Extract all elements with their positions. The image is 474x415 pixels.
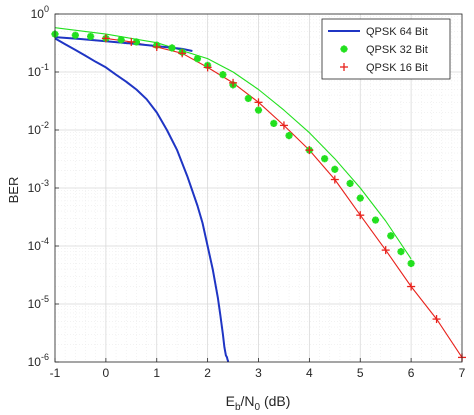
asterisk-stroke — [87, 33, 94, 40]
series-point-plus — [127, 37, 136, 46]
asterisk-stroke — [372, 216, 379, 224]
series-point-asterisk — [285, 132, 293, 140]
x-tick-label: 1 — [153, 366, 160, 380]
series-point-plus — [340, 63, 348, 71]
series-layer — [51, 27, 466, 362]
series-point-asterisk — [219, 71, 227, 79]
asterisk-stroke — [356, 194, 364, 202]
y-axis-label: BER — [6, 177, 21, 204]
asterisk-stroke — [340, 45, 348, 53]
series-point-asterisk — [321, 155, 329, 163]
x-tick-label: 2 — [204, 366, 211, 380]
x-axis-label: Eb/N0 (dB) — [226, 393, 291, 413]
asterisk-stroke — [194, 55, 201, 62]
series-point-plus — [330, 175, 339, 184]
y-tick-label: 10-3 — [28, 178, 49, 195]
series-point-asterisk — [346, 179, 354, 188]
y-tick-label: 10-2 — [28, 120, 49, 137]
asterisk-stroke — [168, 44, 176, 52]
series-point-asterisk — [244, 94, 252, 103]
asterisk-stroke — [331, 166, 339, 173]
series-point-asterisk — [117, 36, 125, 44]
asterisk-stroke — [270, 120, 278, 127]
series-point-plus — [229, 78, 238, 87]
x-axis-label-sub-b: b — [235, 402, 241, 413]
x-axis-label-e: E — [226, 393, 235, 409]
asterisk-stroke — [387, 232, 395, 240]
x-tick-label: -1 — [50, 366, 61, 380]
series-line-4 — [54, 27, 412, 260]
x-tick-label: 7 — [459, 366, 466, 380]
series-point-asterisk — [168, 44, 176, 52]
asterisk-stroke — [321, 155, 328, 162]
series-point-plus — [432, 315, 441, 324]
series-point-asterisk — [397, 248, 405, 256]
series-point-asterisk — [87, 32, 95, 41]
legend-label: QPSK 64 Bit — [366, 26, 428, 38]
x-axis-ticks: -1 0 1 2 3 4 5 6 7 — [50, 358, 466, 380]
legend-label: QPSK 16 Bit — [366, 62, 428, 74]
series-point-asterisk — [193, 55, 202, 63]
series-point-asterisk — [387, 232, 395, 240]
asterisk-stroke — [117, 36, 125, 44]
x-tick-label: 5 — [357, 366, 364, 380]
y-tick-label: 10-4 — [28, 236, 49, 253]
y-axis-ticks: 10-6 10-5 10-4 10-3 10-2 10-1 100 — [28, 4, 59, 369]
asterisk-stroke — [245, 95, 252, 102]
series-point-plus — [203, 63, 212, 72]
series-line-0 — [54, 37, 229, 362]
y-tick-label: 10-6 — [28, 352, 49, 369]
series-point-plus — [101, 34, 110, 43]
x-tick-label: 3 — [255, 366, 262, 380]
asterisk-stroke — [285, 132, 293, 139]
series-point-asterisk — [356, 194, 364, 202]
series-point-asterisk — [371, 216, 380, 224]
series-point-plus — [152, 42, 161, 51]
asterisk-stroke — [346, 180, 354, 187]
series-point-asterisk — [254, 106, 263, 114]
series-point-asterisk — [340, 45, 348, 53]
x-tick-label: 6 — [408, 366, 415, 380]
series-point-asterisk — [71, 31, 79, 39]
series-point-plus — [356, 211, 365, 220]
series-point-asterisk — [270, 119, 278, 127]
asterisk-stroke — [219, 71, 227, 78]
series-point-plus — [178, 49, 187, 58]
x-tick-label: 0 — [103, 366, 110, 380]
series-point-plus — [305, 146, 314, 155]
legend: QPSK 64 Bit QPSK 32 Bit QPSK 16 Bit — [321, 18, 451, 80]
asterisk-stroke — [72, 31, 79, 39]
series-point-plus — [407, 282, 416, 291]
legend-label: QPSK 32 Bit — [366, 44, 428, 56]
y-tick-label: 10-5 — [28, 294, 49, 311]
series-point-asterisk — [407, 259, 415, 268]
asterisk-stroke — [255, 106, 262, 114]
asterisk-stroke — [397, 248, 405, 255]
x-tick-label: 4 — [306, 366, 313, 380]
y-tick-label: 100 — [31, 4, 49, 21]
series-point-plus — [279, 121, 288, 130]
series-point-plus — [381, 246, 390, 255]
series-point-plus — [254, 98, 263, 107]
y-tick-label: 10-1 — [28, 62, 49, 79]
series-point-asterisk — [331, 165, 339, 173]
asterisk-stroke — [133, 38, 140, 46]
asterisk-stroke — [407, 260, 415, 267]
x-axis-label-sub-0: 0 — [255, 402, 261, 413]
